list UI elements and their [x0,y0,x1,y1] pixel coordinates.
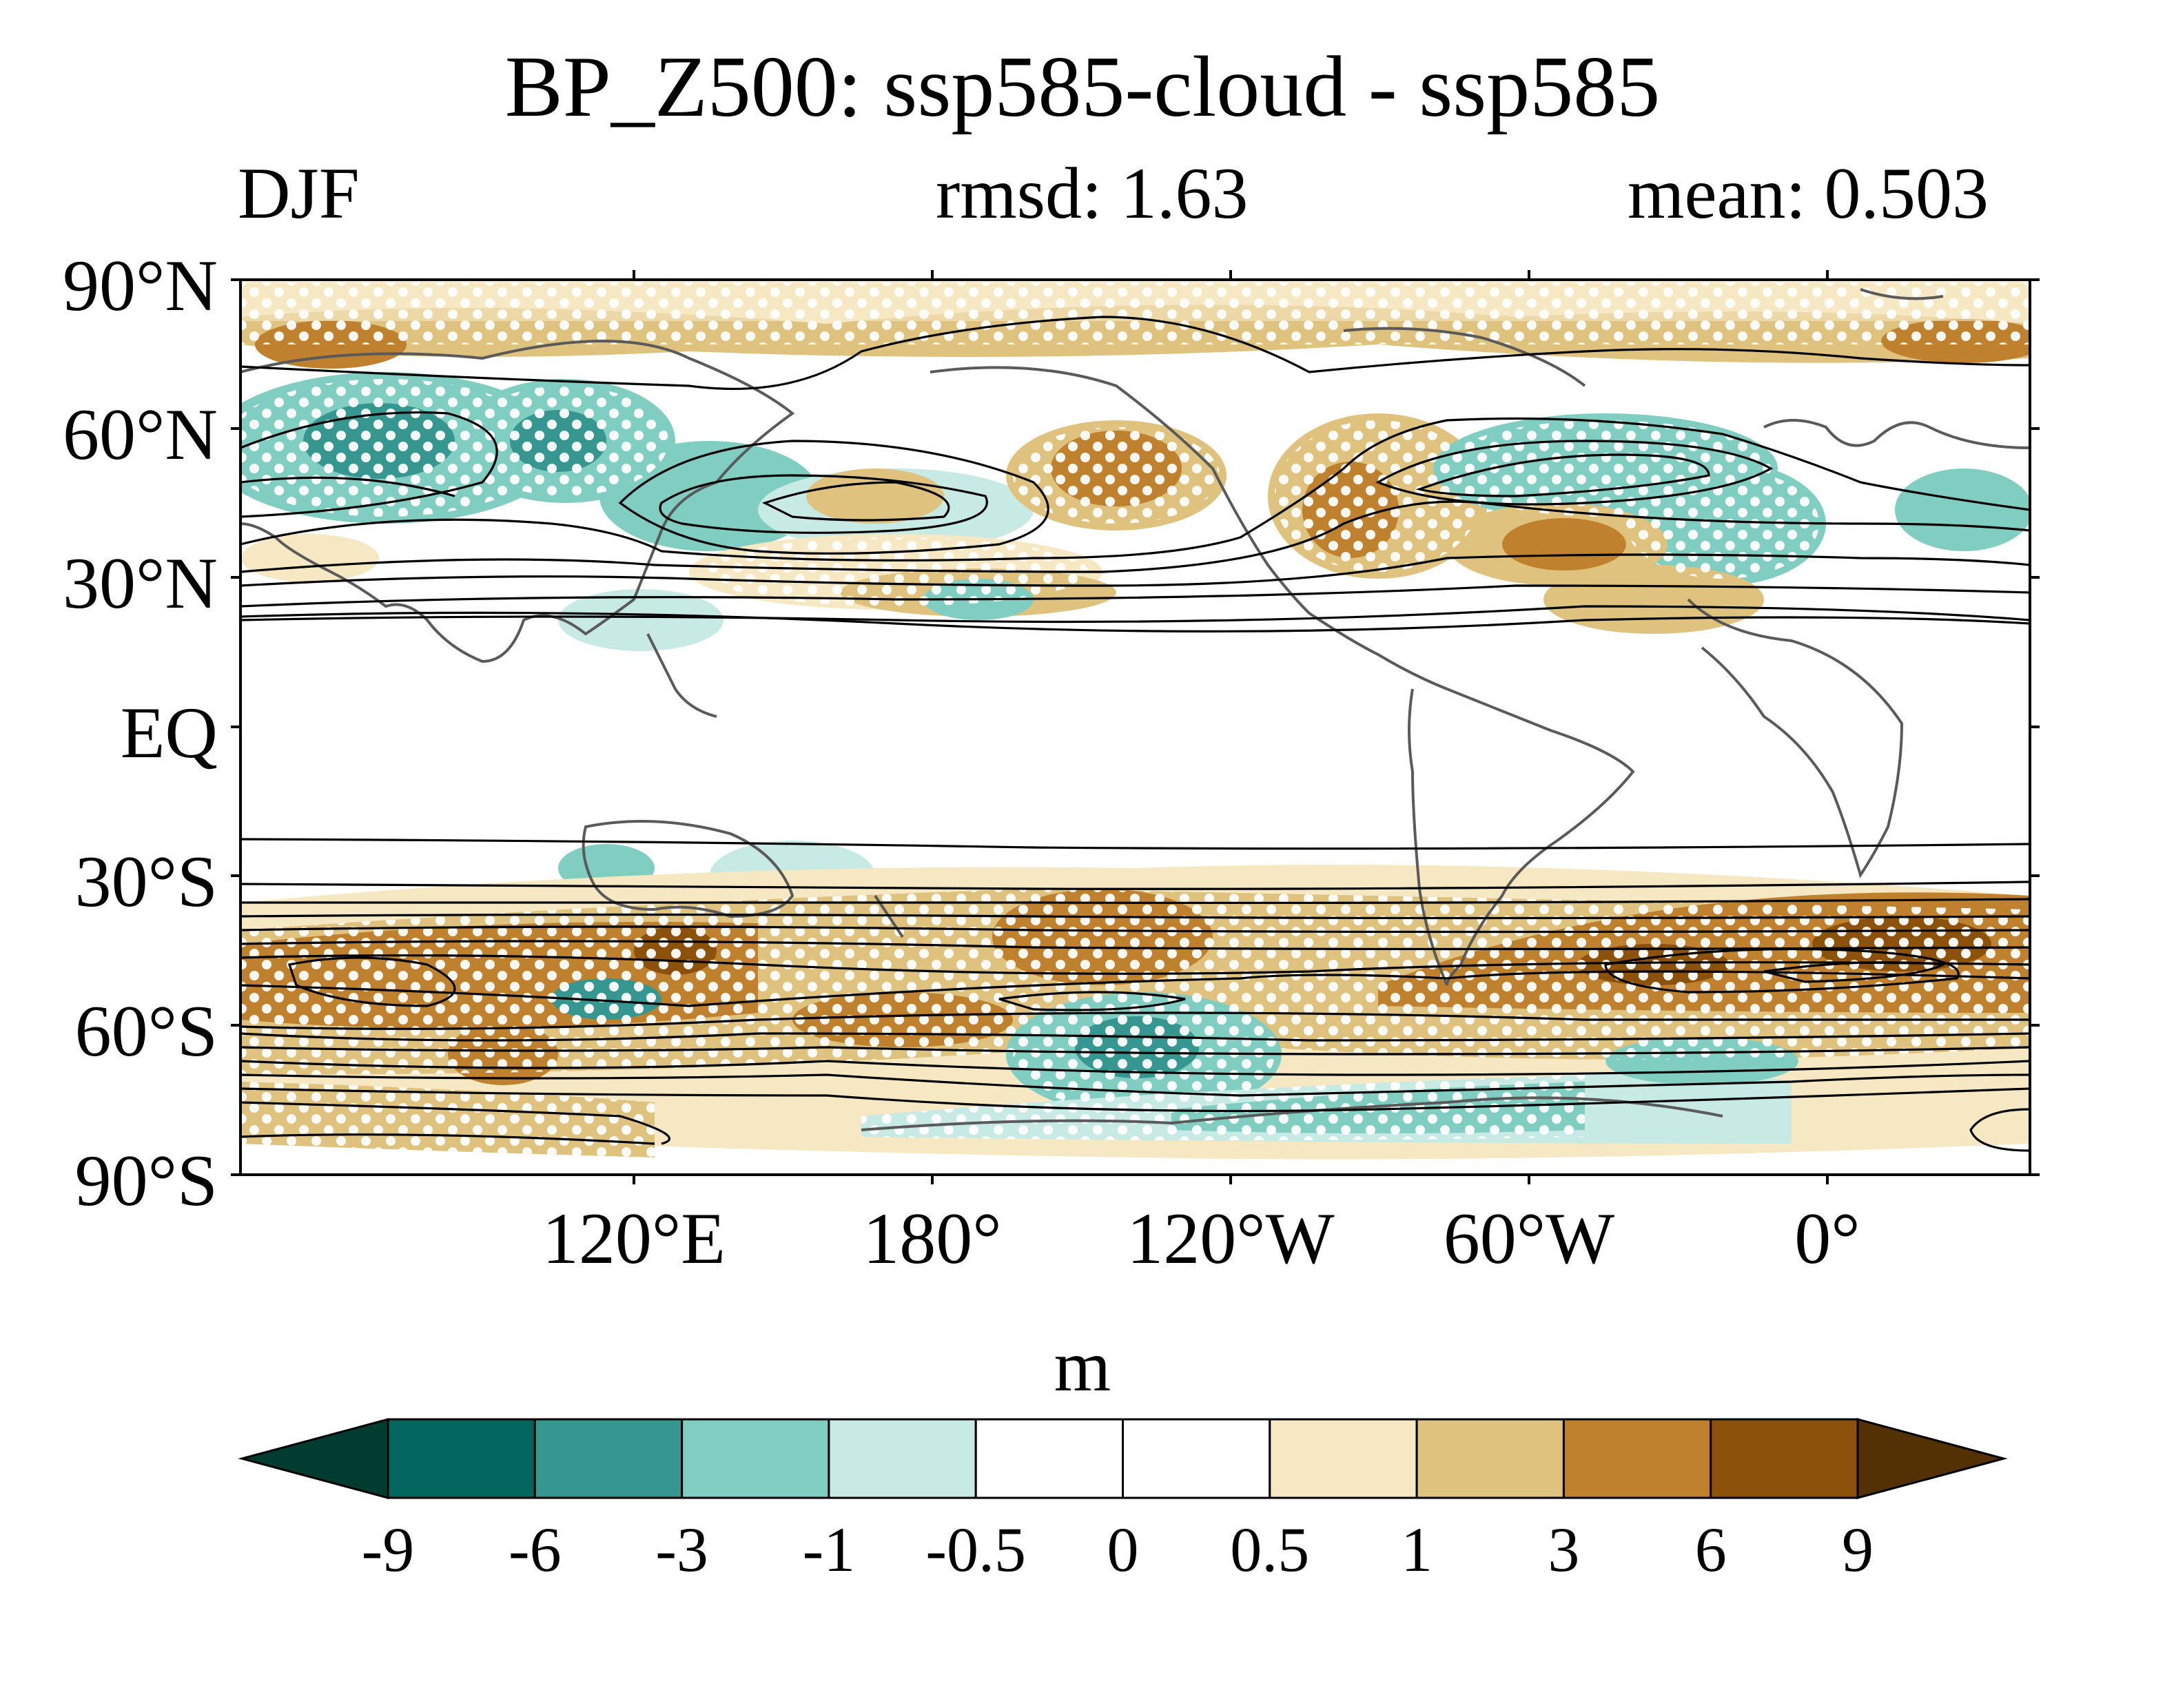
colorbar-box [1122,1418,1271,1499]
axis-ticks [231,270,2040,1184]
map-plot-area [240,280,2030,1175]
lat-label-90n: 90°N [63,245,218,326]
colorbar-tick-label: 6 [1694,1514,1727,1585]
stippling-layer [240,282,2030,1157]
colorbar-tick-label: 0.5 [1230,1514,1310,1585]
colorbar-tick-label: 1 [1401,1514,1433,1585]
lon-label-180: 180° [863,1198,1002,1279]
lon-label-120w: 120°W [1127,1198,1335,1279]
lon-label-0: 0° [1794,1198,1860,1279]
lon-label-60w: 60°W [1443,1198,1615,1279]
colorbar-tick-label: -9 [361,1514,415,1585]
colorbar-extend-high [1856,1418,2008,1499]
colorbar-tick-label: -6 [508,1514,562,1585]
lat-label-90s: 90°S [74,1140,218,1221]
colorbar-box [1710,1418,1859,1499]
mean-label: mean: 0.503 [1628,153,1989,234]
colorbar-box [1562,1418,1712,1499]
contour-lines [240,316,2030,1152]
colorbar-tick-label: 3 [1548,1514,1580,1585]
lat-label-60s: 60°S [74,991,218,1071]
colorbar-tick-label: -0.5 [925,1514,1026,1585]
colorbar-box [533,1418,684,1499]
lat-label-30s: 30°S [74,841,218,922]
map-title: BP_Z500: ssp585-cloud - ssp585 [504,39,1661,135]
colorbar-box [974,1418,1124,1499]
colorbar-tick-label: -3 [655,1514,708,1585]
colorbar-box [828,1418,977,1499]
lat-label-30n: 30°N [63,543,218,624]
colorbar-tick-label: 0 [1107,1514,1139,1585]
colorbar-box [1415,1418,1565,1499]
colorbar [238,1418,2008,1499]
colorbar-extend-low [238,1418,389,1499]
season-label: DJF [238,153,360,234]
colorbar-tick-label: 9 [1842,1514,1874,1585]
colorbar-box [681,1418,830,1499]
colorbar-unit: m [1054,1326,1111,1406]
colorbar-tick-label: -1 [802,1514,856,1585]
colorbar-box [1269,1418,1418,1499]
lon-label-120e: 120°E [542,1198,726,1279]
colorbar-box [387,1418,536,1499]
rmsd-label: rmsd: 1.63 [936,153,1249,234]
lat-label-60n: 60°N [63,394,218,475]
lat-label-eq: EQ [120,692,218,773]
